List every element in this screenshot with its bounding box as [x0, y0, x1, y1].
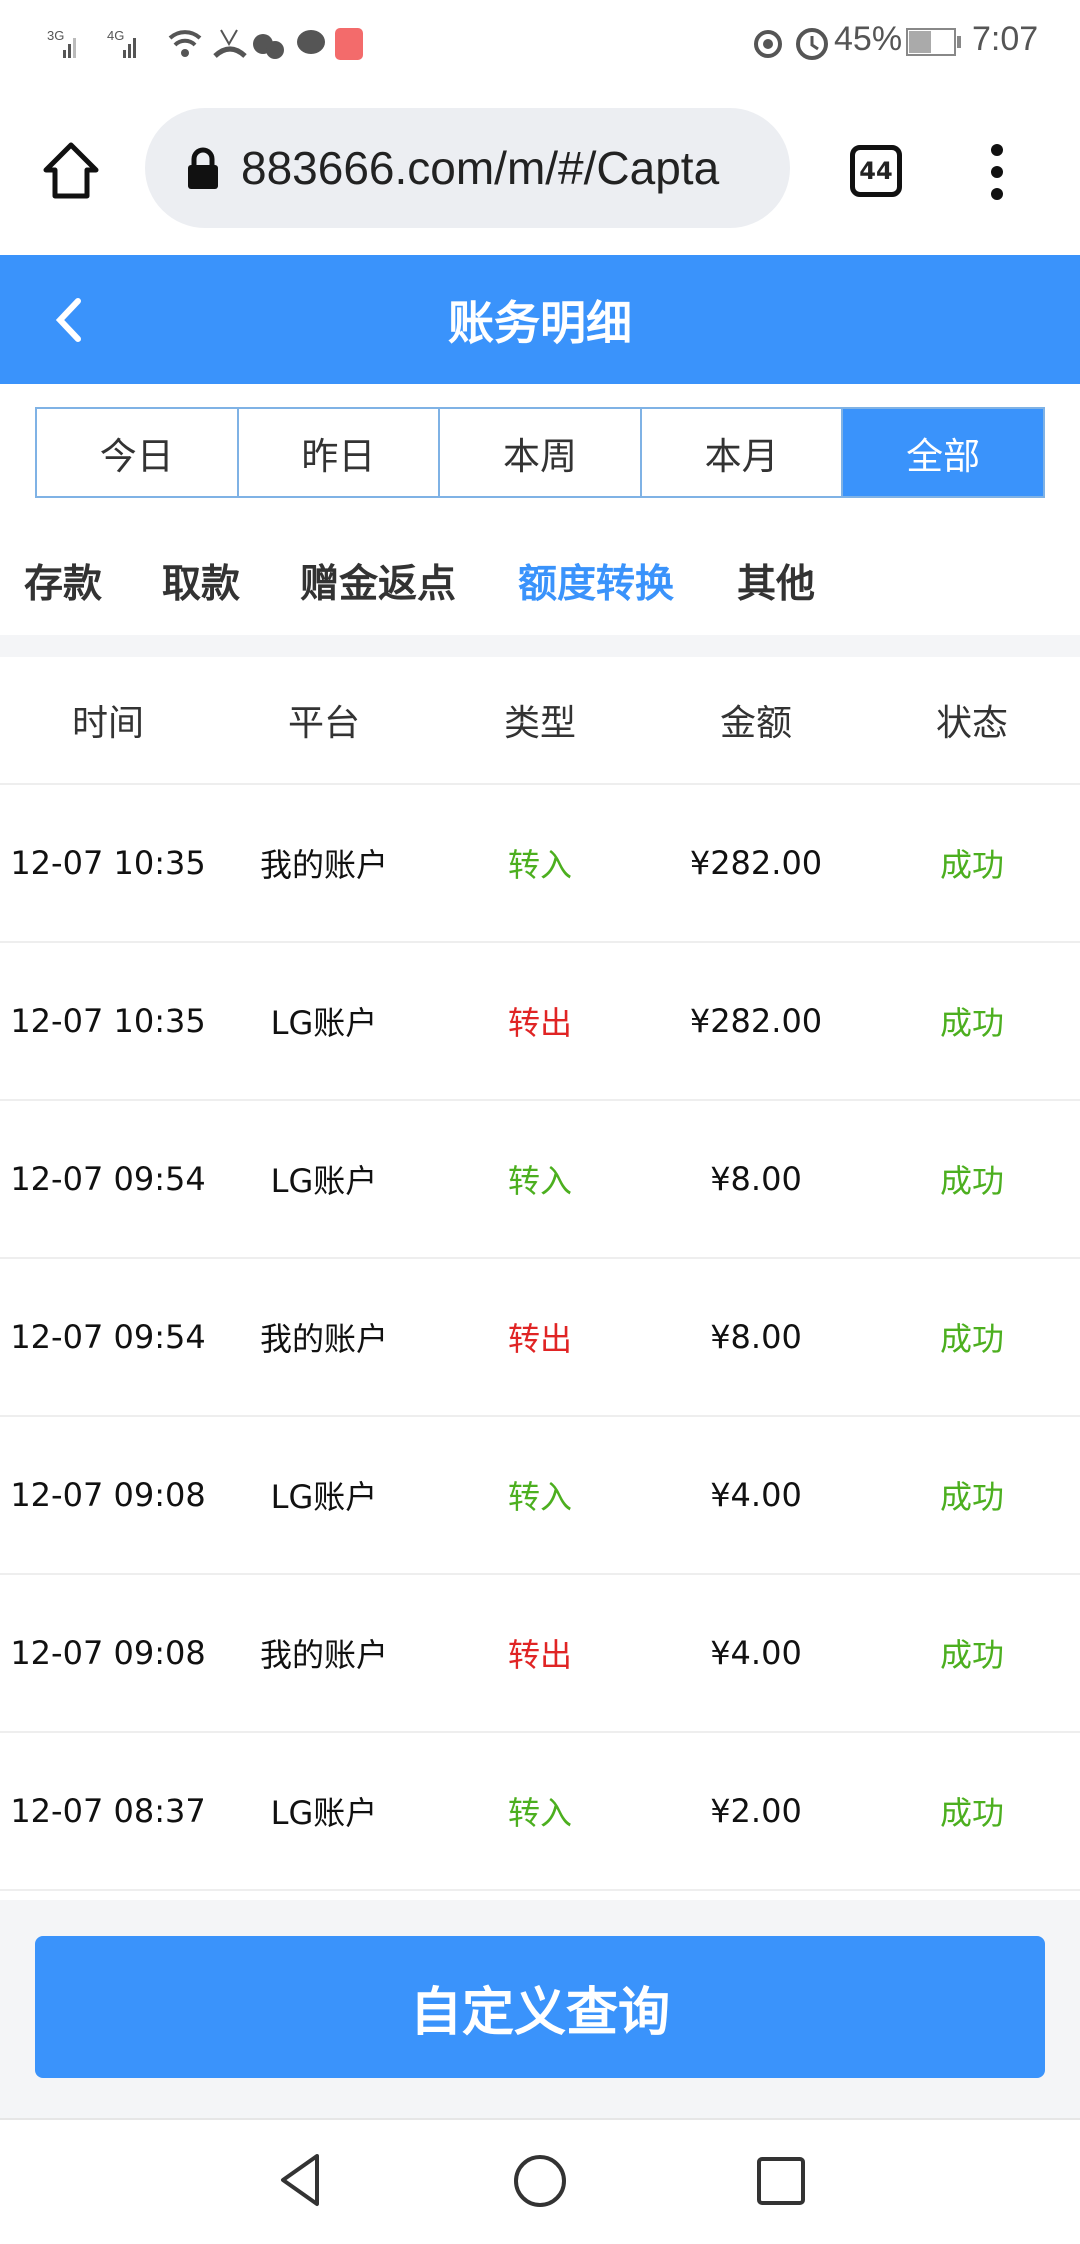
- tab-this-week[interactable]: 本周: [440, 409, 642, 496]
- more-options-icon[interactable]: [982, 141, 1012, 203]
- tab-bonus-rebate[interactable]: 赠金返点: [300, 562, 457, 607]
- table-header: 时间 平台 类型 金额 状态: [0, 657, 1080, 785]
- tab-count-button[interactable]: 44: [850, 145, 902, 197]
- cell-platform: LG账户: [270, 1162, 378, 1200]
- cell-platform: 我的账户: [259, 1320, 388, 1358]
- svg-text:4G: 4G: [107, 28, 124, 43]
- cell-amount: ¥8.00: [710, 1160, 802, 1198]
- header-status: 状态: [935, 703, 1008, 744]
- battery-icon: [906, 28, 961, 56]
- cell-time: 12-07 09:54: [10, 1318, 206, 1356]
- cell-amount: ¥2.00: [710, 1792, 802, 1830]
- cell-platform: LG账户: [270, 1794, 378, 1832]
- cell-time: 12-07 10:35: [10, 1002, 206, 1040]
- table-row: 12-07 09:08 我的账户 转出 ¥4.00 成功: [0, 1575, 1080, 1733]
- cell-amount: ¥8.00: [710, 1318, 802, 1356]
- cell-type: 转入: [507, 846, 572, 884]
- status-bar: 3G 4G 45% 7:07: [0, 0, 1080, 85]
- table-row: 12-07 09:08 LG账户 转入 ¥4.00 成功: [0, 1417, 1080, 1575]
- tab-transfer[interactable]: 额度转换: [518, 562, 675, 607]
- eye-alarm-icons: [754, 28, 828, 60]
- cell-type: 转出: [507, 1320, 572, 1358]
- lock-icon: [188, 147, 218, 189]
- url-bar[interactable]: 883666.com/m/#/Capta: [145, 108, 790, 228]
- home-icon[interactable]: [40, 140, 102, 202]
- cell-platform: 我的账户: [259, 1636, 388, 1674]
- back-icon[interactable]: [48, 295, 88, 345]
- tab-withdraw[interactable]: 取款: [162, 562, 241, 607]
- cell-amount: ¥282.00: [689, 844, 823, 882]
- cell-platform: 我的账户: [259, 846, 388, 884]
- system-nav-bar: [0, 2118, 1080, 2244]
- cell-amount: ¥4.00: [710, 1634, 802, 1672]
- table-row: 12-07 10:35 我的账户 转入 ¥282.00 成功: [0, 785, 1080, 943]
- cell-type: 转出: [507, 1004, 572, 1042]
- cell-time: 12-07 09:54: [10, 1160, 206, 1198]
- cell-status: 成功: [939, 1636, 1004, 1674]
- page-title: 账务明细: [448, 295, 632, 350]
- cell-status: 成功: [939, 846, 1004, 884]
- cell-amount: ¥4.00: [710, 1476, 802, 1514]
- nav-recents-icon[interactable]: [755, 2155, 807, 2207]
- header-time: 时间: [71, 703, 144, 744]
- clock: 7:07: [972, 20, 1039, 58]
- cell-platform: LG账户: [270, 1004, 378, 1042]
- header-platform: 平台: [287, 703, 360, 744]
- nav-home-icon[interactable]: [512, 2153, 568, 2209]
- battery-percent: 45%: [834, 20, 903, 58]
- cell-status: 成功: [939, 1320, 1004, 1358]
- table-row: 12-07 09:54 我的账户 转出 ¥8.00 成功: [0, 1259, 1080, 1417]
- table-row: 12-07 10:35 LG账户 转出 ¥282.00 成功: [0, 943, 1080, 1101]
- cell-status: 成功: [939, 1162, 1004, 1200]
- tab-all[interactable]: 全部: [843, 409, 1043, 496]
- cell-platform: LG账户: [270, 1478, 378, 1516]
- tab-deposit[interactable]: 存款: [24, 562, 103, 607]
- header-amount: 金额: [719, 703, 792, 744]
- tab-count: 44: [859, 157, 893, 185]
- cell-status: 成功: [939, 1004, 1004, 1042]
- tab-this-month[interactable]: 本月: [641, 409, 844, 496]
- nav-back-icon[interactable]: [275, 2150, 325, 2210]
- custom-query-button[interactable]: 自定义查询: [35, 1936, 1045, 2078]
- bottom-bar: 自定义查询: [0, 1900, 1080, 2118]
- cell-status: 成功: [939, 1478, 1004, 1516]
- divider: [0, 635, 1080, 657]
- svg-text:3G: 3G: [47, 28, 64, 43]
- cell-type: 转入: [507, 1478, 572, 1516]
- cell-time: 12-07 10:35: [10, 844, 206, 882]
- table-row: 12-07 08:37 LG账户 转入 ¥2.00 成功: [0, 1733, 1080, 1891]
- page-header: 账务明细: [0, 255, 1080, 384]
- category-tabs: 存款 取款 赠金返点 额度转换 其他: [0, 545, 1080, 625]
- cell-status: 成功: [939, 1794, 1004, 1832]
- cell-type: 转入: [507, 1162, 572, 1200]
- url-text: 883666.com/m/#/Capta: [241, 142, 720, 194]
- cell-time: 12-07 09:08: [10, 1476, 206, 1514]
- cell-time: 12-07 08:37: [10, 1792, 206, 1830]
- cell-time: 12-07 09:08: [10, 1634, 206, 1672]
- tab-other[interactable]: 其他: [737, 562, 816, 607]
- header-type: 类型: [503, 703, 576, 744]
- date-filter-tabs: 今日 昨日 本周 本月 全部: [35, 407, 1045, 498]
- cell-type: 转入: [507, 1794, 572, 1832]
- tab-yesterday[interactable]: 昨日: [238, 409, 441, 496]
- table-row: 12-07 09:54 LG账户 转入 ¥8.00 成功: [0, 1101, 1080, 1259]
- status-icons: 3G 4G: [47, 28, 363, 60]
- cell-amount: ¥282.00: [689, 1002, 823, 1040]
- cell-type: 转出: [507, 1636, 572, 1674]
- tab-today[interactable]: 今日: [37, 409, 239, 496]
- browser-toolbar: 883666.com/m/#/Capta 44: [0, 85, 1080, 255]
